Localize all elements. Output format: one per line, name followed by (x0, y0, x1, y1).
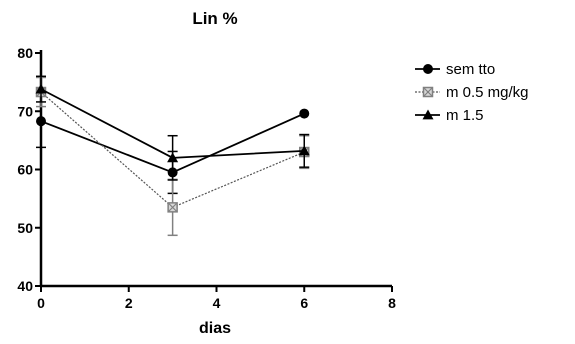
data-point (167, 152, 179, 163)
y-tick-label: 40 (17, 278, 33, 294)
ticks: 0 2 4 6 8 40 50 60 70 80 (17, 45, 396, 311)
legend-label: m 0.5 mg/kg (446, 84, 529, 101)
legend-marker (423, 64, 433, 74)
data-point (167, 202, 178, 213)
series-layer (35, 75, 310, 237)
x-tick-label: 8 (388, 295, 396, 311)
y-tick-label: 80 (17, 45, 33, 61)
series-2 (35, 75, 310, 181)
legend-entry: m 1.5 (415, 107, 484, 124)
data-point (299, 108, 310, 119)
y-tick-label: 70 (17, 103, 33, 119)
legend-label: sem tto (446, 61, 495, 78)
x-tick-label: 0 (37, 295, 45, 311)
data-point (298, 145, 310, 156)
y-tick-label: 50 (17, 220, 33, 236)
x-tick-label: 2 (125, 295, 133, 311)
legend-marker (422, 86, 434, 98)
legend-label: m 1.5 (446, 107, 484, 124)
legend-entry: m 0.5 mg/kg (415, 84, 529, 101)
legend-marker (422, 109, 434, 120)
chart-title: Lin % (192, 9, 237, 28)
y-tick-label: 60 (17, 162, 33, 178)
x-tick-label: 6 (300, 295, 308, 311)
legend-entry: sem tto (415, 61, 495, 78)
x-tick-label: 4 (213, 295, 221, 311)
x-axis-label: dias (199, 320, 231, 337)
data-point (36, 116, 46, 127)
legend: sem tto m 0.5 mg/kg m 1.5 (415, 61, 529, 124)
axes (39, 50, 392, 288)
data-point (35, 83, 47, 94)
